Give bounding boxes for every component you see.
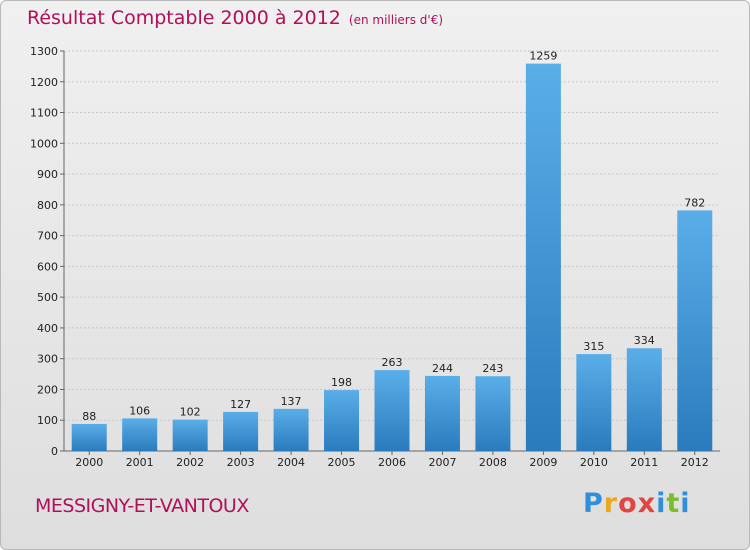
y-tick-label: 0	[51, 445, 58, 458]
bar-value-label: 102	[180, 406, 201, 419]
proxiti-logo[interactable]: Proxiti	[583, 488, 691, 519]
y-tick-label: 700	[37, 230, 58, 243]
chart-title-text: Résultat Comptable 2000 à 2012	[27, 7, 341, 29]
bar	[324, 390, 360, 451]
y-tick-label: 900	[37, 168, 58, 181]
bar	[122, 418, 158, 451]
bar	[273, 408, 309, 451]
logo-letter: x	[637, 488, 657, 519]
bar-value-label: 263	[382, 356, 403, 369]
y-tick-label: 100	[37, 414, 58, 427]
bar-value-label: 1259	[529, 50, 557, 63]
chart-subtitle: (en milliers d'€)	[348, 13, 444, 27]
x-tick-label: 2003	[227, 456, 255, 469]
x-tick-label: 2006	[378, 456, 406, 469]
y-tick-label: 600	[37, 260, 58, 273]
labels: 88 106 102 127 137 198 263 244 243 1259 315 334 782	[82, 50, 705, 423]
bar-value-label: 127	[230, 398, 251, 411]
bar	[525, 63, 561, 451]
bar-value-label: 88	[82, 410, 96, 423]
x-tick-label: 2001	[126, 456, 154, 469]
y-tick-label: 500	[37, 291, 58, 304]
logo-letter: i	[656, 488, 667, 519]
bar	[223, 411, 259, 451]
bar-value-label: 334	[634, 334, 655, 347]
logo-letter: t	[666, 488, 681, 519]
y-tick-label: 1000	[30, 137, 58, 150]
y-tick-label: 1100	[30, 107, 58, 120]
x-tick-label: 2009	[529, 456, 557, 469]
commune-name: MESSIGNY-ET-VANTOUX	[35, 495, 249, 517]
logo-letter: P	[583, 488, 604, 519]
bar	[475, 376, 511, 451]
y-tick-label: 800	[37, 199, 58, 212]
x-tick-label: 2007	[428, 456, 456, 469]
bar-value-label: 782	[684, 196, 705, 209]
bar-value-label: 243	[482, 362, 503, 375]
bar-value-label: 315	[583, 340, 604, 353]
x-tick-label: 2000	[75, 456, 103, 469]
bar	[374, 370, 410, 451]
bar-value-label: 198	[331, 376, 352, 389]
x-tick-label: 2012	[681, 456, 709, 469]
y-tick-label: 1300	[30, 45, 58, 58]
bar	[626, 348, 662, 451]
x-tick-label: 2008	[479, 456, 507, 469]
y-tick-label: 200	[37, 383, 58, 396]
bar	[172, 419, 208, 451]
bar	[576, 354, 612, 451]
logo-letter: o	[618, 488, 638, 519]
bar	[424, 375, 460, 451]
bar-value-label: 106	[129, 404, 150, 417]
y-tick-label: 300	[37, 353, 58, 366]
bars	[71, 63, 713, 451]
x-tick-label: 2011	[630, 456, 658, 469]
x-tick-label: 2010	[580, 456, 608, 469]
logo-letter: r	[603, 488, 619, 519]
y-tick-label: 400	[37, 322, 58, 335]
logo-letter: i	[680, 488, 691, 519]
bar	[71, 423, 107, 451]
x-tick-label: 2004	[277, 456, 305, 469]
x-tick-label: 2002	[176, 456, 204, 469]
x-tick-label: 2005	[328, 456, 356, 469]
bar-value-label: 244	[432, 362, 453, 375]
bar	[677, 210, 713, 451]
bar-value-label: 137	[281, 395, 302, 408]
y-tick-label: 1200	[30, 76, 58, 89]
chart-title: Résultat Comptable 2000 à 2012 (en millie…	[27, 7, 443, 29]
